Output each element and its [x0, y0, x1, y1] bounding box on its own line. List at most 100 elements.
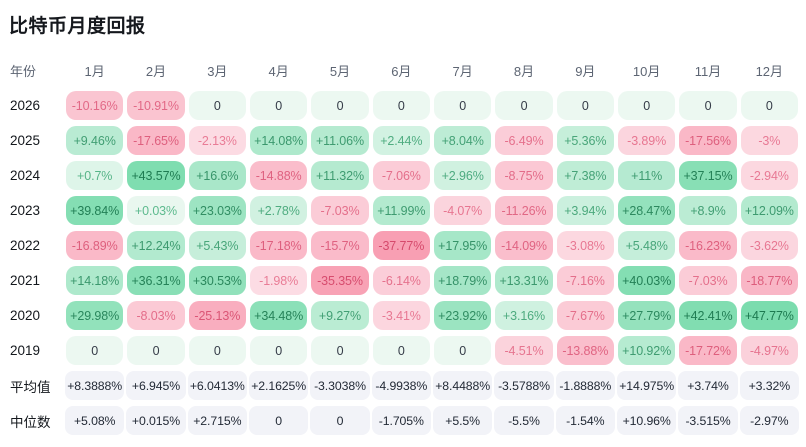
- year-label: 2023: [10, 203, 41, 218]
- summary-cell: +2.1625%: [248, 371, 309, 400]
- return-cell: +11%: [617, 161, 676, 190]
- month-header: 6月: [391, 63, 412, 79]
- return-cell: 0: [495, 91, 553, 120]
- return-cell: +0.7%: [66, 161, 124, 190]
- year-row: 2020 +29.98% -8.03% -25.13% +34.48% +9.27% -3.…: [8, 298, 800, 333]
- return-cell: -4.97%: [740, 336, 798, 365]
- summary-cell: +14.975%: [616, 371, 677, 400]
- year-row: 2026 -10.16% -10.91% 0 0 0 0 0 0 0 0 0 0: [8, 88, 800, 123]
- summary-cell: +2.715%: [187, 406, 247, 435]
- summary-row: 中位数 +5.08% +0.015% +2.715% 0 0 -1.705% +5.5% -5.…: [8, 403, 800, 438]
- return-cell: -1.98%: [249, 266, 308, 295]
- year-row: 2023 +39.84% +0.03% +23.03% +2.78% -7.03% +11.…: [8, 193, 800, 228]
- return-cell: -3.89%: [617, 126, 676, 155]
- return-cell: -2.94%: [740, 161, 798, 190]
- return-cell: +37.15%: [679, 161, 737, 190]
- summary-cell: -4.9938%: [371, 371, 431, 400]
- month-header: 7月: [452, 63, 473, 79]
- return-cell: -14.88%: [249, 161, 308, 190]
- summary-cell: +3.32%: [739, 371, 799, 400]
- return-cell: +9.27%: [311, 301, 369, 330]
- return-cell: +42.41%: [679, 301, 737, 330]
- summary-cell: +6.945%: [126, 371, 186, 400]
- return-cell: +8.9%: [679, 196, 737, 225]
- summary-cell: +10.96%: [616, 406, 677, 435]
- year-row: 2019 0 0 0 0 0 0 0 -4.51% -13.88% +10.92% -17.72% -4…: [8, 333, 800, 368]
- month-header: 12月: [755, 63, 784, 79]
- return-cell: +11.99%: [372, 196, 430, 225]
- return-cell: -17.18%: [249, 231, 308, 260]
- return-cell: +28.47%: [617, 196, 676, 225]
- return-cell: -3.41%: [372, 301, 430, 330]
- return-cell: +10.92%: [617, 336, 676, 365]
- return-cell: +13.31%: [495, 266, 553, 295]
- return-cell: +12.24%: [127, 231, 185, 260]
- return-cell: -6.49%: [495, 126, 553, 155]
- summary-cell: -1.54%: [555, 406, 615, 435]
- return-cell: 0: [127, 336, 185, 365]
- page-title: 比特币月度回报: [9, 16, 146, 37]
- return-cell: +23.92%: [433, 301, 492, 330]
- return-cell: -18.77%: [740, 266, 798, 295]
- return-cell: -16.89%: [66, 231, 124, 260]
- year-row: 2025 +9.46% -17.65% -2.13% +14.08% +11.06% +2.…: [8, 123, 800, 158]
- month-header: 2月: [145, 63, 167, 79]
- month-header: 1月: [84, 63, 105, 79]
- return-cell: 0: [740, 91, 798, 120]
- summary-cell: 0: [248, 406, 309, 435]
- year-label: 2026: [10, 98, 41, 113]
- return-cell: -17.56%: [679, 126, 737, 155]
- summary-cell: -3.515%: [678, 406, 738, 435]
- return-cell: +47.77%: [740, 301, 798, 330]
- summary-cell: -3.3038%: [310, 371, 370, 400]
- return-cell: -7.03%: [679, 266, 737, 295]
- summary-cell: -3.5788%: [494, 371, 554, 400]
- summary-cell: +8.4488%: [432, 371, 493, 400]
- return-cell: -11.26%: [495, 196, 553, 225]
- return-cell: -15.7%: [311, 231, 369, 260]
- summary-cell: +5.5%: [432, 406, 493, 435]
- return-cell: -10.16%: [66, 91, 124, 120]
- summary-cell: +3.74%: [678, 371, 738, 400]
- return-cell: -6.14%: [372, 266, 430, 295]
- summary-cell: +0.015%: [126, 406, 186, 435]
- month-header: 8月: [513, 63, 535, 79]
- return-cell: +9.46%: [66, 126, 124, 155]
- summary-cell: -2.97%: [739, 406, 799, 435]
- return-cell: -25.13%: [188, 301, 246, 330]
- year-rows: 2026 -10.16% -10.91% 0 0 0 0 0 0 0 0 0 0 2025 +9.46% -1…: [8, 88, 800, 368]
- return-cell: +39.84%: [66, 196, 124, 225]
- return-cell: 0: [188, 336, 246, 365]
- year-row: 2024 +0.7% +43.57% +16.6% -14.88% +11.32% -7.0…: [8, 158, 800, 193]
- return-cell: +14.08%: [249, 126, 308, 155]
- return-cell: 0: [66, 336, 124, 365]
- return-cell: +3.94%: [556, 196, 614, 225]
- return-cell: -3.08%: [556, 231, 614, 260]
- month-header: 11月: [694, 63, 722, 79]
- year-row: 2022 -16.89% +12.24% +5.43% -17.18% -15.7% -37…: [8, 228, 800, 263]
- return-cell: -8.03%: [127, 301, 185, 330]
- summary-cell: +8.3888%: [65, 371, 125, 400]
- return-cell: +5.48%: [617, 231, 676, 260]
- return-cell: 0: [679, 91, 737, 120]
- summary-row: 平均值 +8.3888% +6.945% +6.0413% +2.1625% -3.303…: [8, 368, 800, 403]
- return-cell: 0: [617, 91, 676, 120]
- return-cell: 0: [188, 91, 246, 120]
- return-cell: +11.06%: [311, 126, 369, 155]
- month-header: 3月: [207, 63, 228, 79]
- summary-rows: 平均值 +8.3888% +6.945% +6.0413% +2.1625% -3.303…: [8, 368, 800, 438]
- return-cell: +5.43%: [188, 231, 246, 260]
- return-cell: +40.03%: [617, 266, 676, 295]
- return-cell: -7.16%: [556, 266, 614, 295]
- return-cell: 0: [372, 91, 430, 120]
- return-cell: +7.38%: [556, 161, 614, 190]
- return-cell: +16.6%: [188, 161, 246, 190]
- summary-cell: 0: [310, 406, 370, 435]
- return-cell: -2.13%: [188, 126, 246, 155]
- return-cell: -3.62%: [740, 231, 798, 260]
- return-cell: +27.79%: [617, 301, 676, 330]
- return-cell: 0: [556, 91, 614, 120]
- return-cell: +5.36%: [556, 126, 614, 155]
- return-cell: +12.09%: [740, 196, 798, 225]
